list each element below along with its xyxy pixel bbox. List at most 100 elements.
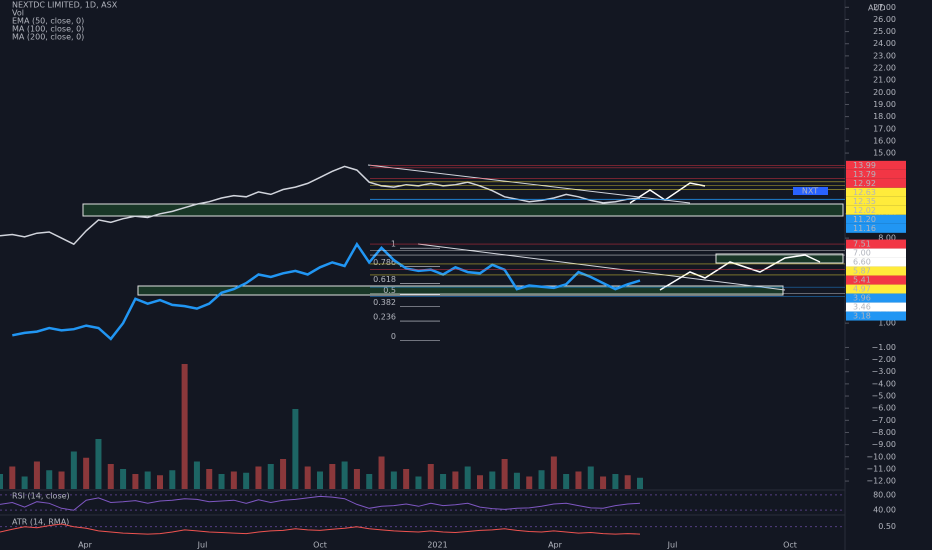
volume-bar [292, 409, 299, 489]
price-tag-label: 3.18 [853, 312, 871, 321]
x-tick-label: 2021 [427, 541, 447, 550]
y-tick-label: 19.00 [873, 100, 896, 109]
volume-bar [107, 464, 114, 489]
y-tick-label: −5.00 [871, 392, 896, 401]
volume-bar [489, 471, 496, 489]
x-tick-label: Jul [667, 541, 678, 550]
price-tag [846, 160, 906, 170]
price-tag-label: 6.60 [853, 258, 871, 267]
price-tag-label: 7.00 [853, 249, 871, 258]
y-tick-label: 15.00 [873, 149, 896, 158]
atr-label: ATR (14, RMA) [12, 518, 69, 527]
rsi-line [0, 495, 641, 511]
legend-item: EMA (50, close, 0) [12, 17, 84, 26]
volume-bar [563, 474, 570, 489]
y-tick-label: −8.00 [871, 428, 896, 437]
y-tick-label: −1.00 [871, 343, 896, 352]
volume-bar [550, 456, 557, 489]
trend-line [417, 243, 786, 291]
price-tag-label: 5.87 [853, 267, 871, 276]
price-line [0, 165, 641, 246]
x-tick-label: Oct [313, 541, 327, 550]
volume-bar [624, 475, 631, 489]
volume-bar [206, 469, 213, 489]
fib-label: 0.786 [373, 258, 396, 267]
volume-bar [304, 466, 311, 489]
y-tick-label: −6.00 [871, 404, 896, 413]
price-tag-label: 11.20 [853, 215, 876, 224]
volume-bar [280, 459, 287, 489]
volume-bar [58, 471, 65, 489]
price-tag [846, 302, 906, 312]
volume-bar [587, 466, 594, 489]
volume-bar [403, 469, 410, 489]
currency: AUD [868, 4, 886, 13]
volume-bar [267, 464, 274, 489]
trend-line [367, 164, 691, 204]
x-tick-label: Oct [783, 541, 797, 550]
price-tag [846, 239, 906, 249]
volume-bar [390, 471, 397, 489]
volume-bar [452, 471, 459, 489]
volume-bar [33, 461, 40, 489]
volume-bar [255, 466, 262, 489]
y-tick-label: −9.00 [871, 440, 896, 449]
volume-bar [575, 471, 582, 489]
volume-bar [600, 476, 607, 489]
price-tag-label: 13.79 [853, 170, 876, 179]
price-tag-label: 3.46 [853, 303, 871, 312]
volume-bar [317, 471, 323, 489]
volume-bar [218, 474, 225, 489]
y-tick-label: 27.00 [873, 3, 896, 12]
y-tick-label: 16.00 [873, 136, 896, 145]
volume-bar [513, 472, 520, 489]
y-tick-label: 22.00 [873, 64, 896, 73]
y-tick-label: −2.00 [871, 355, 896, 364]
y-tick-label: 21.00 [873, 76, 896, 85]
volume-bar [9, 466, 16, 489]
y-tick-label: 24.00 [873, 39, 896, 48]
price-tag [846, 196, 906, 206]
volume-bar [378, 456, 385, 489]
volume-bar [526, 476, 533, 489]
volume-bar [477, 475, 483, 489]
volume-bar [501, 459, 508, 489]
volume-bar [366, 474, 373, 489]
y-tick-label: −7.00 [871, 416, 896, 425]
price-tag-label: 13.99 [853, 161, 876, 170]
price-tag [846, 257, 906, 267]
volume-bar [329, 464, 336, 489]
price-tag [846, 284, 906, 294]
y-tick-label: 1.00 [878, 319, 896, 328]
volume-bar [144, 471, 151, 489]
fib-label: 0.5 [383, 286, 396, 295]
fib-label: 0 [391, 332, 396, 341]
y-tick-label: −4.00 [871, 379, 896, 388]
volume-bar [70, 451, 77, 489]
atr-line [0, 523, 641, 535]
y-tick-label: 20.00 [873, 88, 896, 97]
price-tag [846, 205, 906, 215]
price-tag-label: 4.97 [853, 285, 871, 294]
price-tag [846, 214, 906, 224]
price-tag-label: 12.35 [853, 197, 876, 206]
legend: NEXTDC LIMITED, 1D, ASX Vol EMA (50, clo… [12, 1, 886, 527]
price-tag-label: 12.02 [853, 206, 876, 215]
volume-bar [415, 476, 422, 489]
price-tag-label: 5.41 [853, 276, 871, 285]
volume-bar [46, 470, 53, 489]
price-tag [846, 223, 906, 233]
volume-bar [230, 471, 237, 489]
y-tick-label: −3.00 [871, 367, 896, 376]
legend-title: NEXTDC LIMITED, 1D, ASX [12, 1, 118, 10]
price-tag [846, 187, 906, 197]
y-tick-label: −11.00 [866, 464, 896, 473]
price-tag-label: 12.63 [853, 188, 876, 197]
price-tag [846, 248, 906, 258]
y-tick-label: 0.50 [878, 522, 896, 531]
volume-bar [157, 475, 163, 489]
symbol-tag-label: NXT [802, 187, 818, 196]
y-tick-label: 8.00 [878, 234, 896, 243]
volume-bar [181, 364, 188, 489]
volume-bar [193, 461, 200, 489]
